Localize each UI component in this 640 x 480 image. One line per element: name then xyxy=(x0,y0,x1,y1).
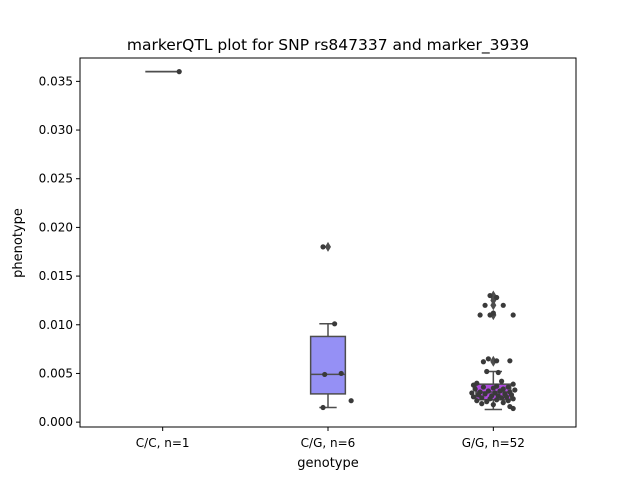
data-point xyxy=(508,392,515,398)
data-point xyxy=(497,388,503,394)
data-point xyxy=(470,382,477,388)
x-tick-label: C/C, n=1 xyxy=(136,436,190,450)
data-point xyxy=(494,294,500,301)
points-3 xyxy=(469,292,518,412)
data-point xyxy=(482,302,488,308)
data-point xyxy=(469,390,475,396)
data-point xyxy=(505,398,511,404)
y-tick-label: 0.025 xyxy=(39,172,73,186)
points-2 xyxy=(320,244,354,411)
data-point xyxy=(474,398,480,404)
y-tick-label: 0.030 xyxy=(39,123,73,137)
points-1 xyxy=(176,69,182,75)
data-point xyxy=(477,312,483,318)
data-point xyxy=(512,387,518,393)
box-2 xyxy=(309,241,347,409)
data-point xyxy=(490,385,496,391)
outlier-marker xyxy=(325,241,331,252)
y-tick-label: 0.015 xyxy=(39,269,73,283)
data-point xyxy=(505,384,511,390)
y-tick-label: 0.000 xyxy=(39,415,73,429)
data-point xyxy=(479,401,485,407)
data-point xyxy=(320,244,326,250)
x-axis-label: genotype xyxy=(297,456,358,471)
data-point xyxy=(322,371,328,378)
y-axis: 0.000 0.005 0.010 0.015 0.020 0.025 0.030 0.035 xyxy=(39,74,80,429)
data-point xyxy=(490,402,496,408)
data-point xyxy=(510,312,516,318)
data-point xyxy=(348,398,354,404)
x-tick-label: G/G, n=52 xyxy=(462,436,525,450)
data-point xyxy=(510,405,516,412)
data-point xyxy=(487,312,493,318)
outlier-marker xyxy=(490,355,497,366)
data-point xyxy=(510,381,516,387)
plot-area xyxy=(145,69,518,412)
data-point xyxy=(500,400,506,406)
y-axis-label: phenotype xyxy=(11,208,26,278)
data-point xyxy=(480,384,487,390)
data-point xyxy=(487,292,493,299)
data-point xyxy=(338,370,344,377)
data-point xyxy=(176,69,182,75)
data-point xyxy=(484,399,490,405)
data-point xyxy=(482,391,488,397)
data-point xyxy=(499,395,505,401)
data-point xyxy=(332,321,338,327)
data-point xyxy=(500,302,506,308)
y-tick-label: 0.010 xyxy=(39,318,73,332)
data-point xyxy=(499,378,505,384)
data-point xyxy=(470,394,477,400)
x-axis: C/C, n=1 C/G, n=6 G/G, n=52 xyxy=(136,427,525,450)
data-point xyxy=(485,356,491,362)
box-iqr xyxy=(309,335,347,395)
data-point xyxy=(507,358,513,364)
y-tick-label: 0.020 xyxy=(39,220,73,234)
data-point xyxy=(494,358,500,364)
y-tick-label: 0.035 xyxy=(39,74,73,88)
data-point xyxy=(495,369,501,376)
data-point xyxy=(479,395,485,401)
data-point xyxy=(472,386,478,392)
data-point xyxy=(494,397,500,403)
x-tick-label: C/G, n=6 xyxy=(301,436,356,450)
data-point xyxy=(510,396,516,402)
data-point xyxy=(320,404,326,411)
data-point xyxy=(484,368,490,375)
data-point xyxy=(480,359,487,365)
y-tick-label: 0.005 xyxy=(39,366,73,380)
data-point xyxy=(503,394,510,400)
chart-title: markerQTL plot for SNP rs847337 and mark… xyxy=(127,36,529,55)
